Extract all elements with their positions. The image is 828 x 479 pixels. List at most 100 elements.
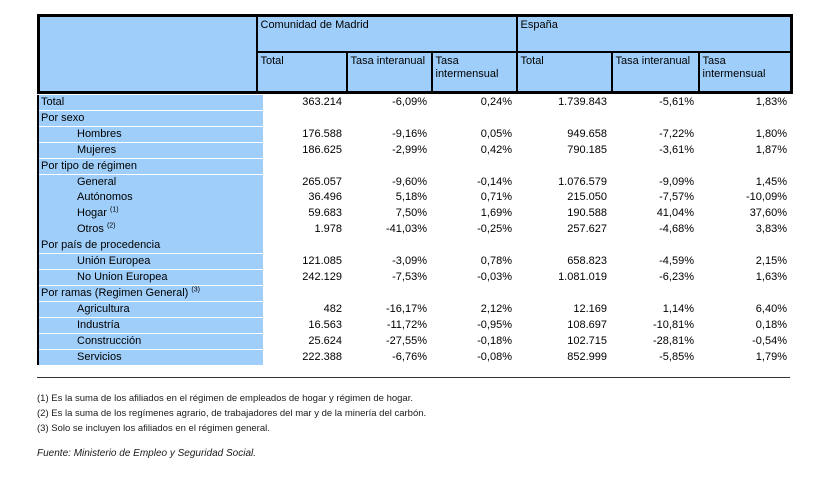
- cell-value: 949.658: [567, 127, 607, 140]
- cell-value: -5,61%: [659, 96, 694, 108]
- row-label: Servicios: [39, 349, 263, 365]
- cell-value: [345, 111, 430, 126]
- row-label: Unión Europea: [39, 254, 263, 270]
- cell-value: [263, 159, 345, 174]
- table-row: Unión Europea 121.085 -3,09% 0,78% 658.823 -4…: [39, 254, 792, 270]
- cell-value: [345, 286, 430, 301]
- cell-value: -0,54%: [752, 334, 787, 347]
- row-label: Por país de procedencia: [39, 238, 263, 254]
- cell-value: 108.697: [567, 318, 607, 331]
- row-label: Mujeres: [39, 142, 263, 159]
- cell-value: -0,25%: [477, 223, 512, 236]
- table-row: Servicios 222.388 -6,76% -0,08% 852.999 -5,85…: [39, 349, 792, 365]
- footnote-marker: (1): [110, 206, 119, 214]
- cell-value: [263, 286, 345, 301]
- footnote-marker: (3): [191, 286, 200, 294]
- col-header-espana-interanual: Tasa interanual: [610, 51, 700, 94]
- cell-value: [697, 286, 790, 301]
- cell-value: [345, 159, 430, 174]
- table-row: Por tipo de régimen: [39, 158, 792, 174]
- cell-value: [345, 238, 430, 253]
- cell-value: -6,09%: [392, 96, 427, 108]
- cell-value: 41,04%: [656, 207, 694, 220]
- col-header-espana-intermensual: Tasa intermensual: [697, 51, 793, 94]
- cell-value: [430, 111, 515, 126]
- table-row: General 265.057 -9,60% -0,14% 1.076.579 -9,09…: [39, 174, 792, 190]
- cell-value: 12.169: [573, 302, 607, 315]
- cell-value: 121.085: [302, 255, 342, 268]
- footnotes: (1) Es la suma de los afiliados en el ré…: [37, 391, 637, 436]
- table-row: Mujeres 186.625 -2,99% 0,42% 790.185 -3,61% 1,…: [39, 142, 792, 159]
- table-row: Por sexo: [39, 110, 792, 127]
- cell-value: [610, 159, 697, 174]
- cell-value: 186.625: [302, 143, 342, 156]
- table-header: Comunidad de Madrid España Total Tasa in…: [37, 14, 794, 94]
- cell-value: -7,22%: [659, 127, 694, 140]
- cell-value: 0,71%: [480, 191, 512, 204]
- cell-value: -6,76%: [392, 350, 427, 363]
- cell-value: -9,16%: [392, 127, 427, 140]
- row-label: General: [39, 174, 263, 190]
- cell-value: 363.214: [302, 96, 342, 108]
- cell-value: 7,50%: [395, 207, 427, 220]
- corner-cell: [37, 14, 258, 94]
- cell-value: 16.563: [308, 318, 342, 331]
- cell-value: 482: [323, 302, 342, 315]
- table-row: Por país de procedencia: [39, 238, 792, 254]
- cell-value: [430, 238, 515, 253]
- cell-value: 3,83%: [755, 223, 787, 236]
- cell-value: 852.999: [567, 350, 607, 363]
- cell-value: 59.683: [308, 207, 342, 220]
- region-header-madrid: Comunidad de Madrid: [255, 14, 518, 53]
- row-label: Por sexo: [39, 110, 263, 127]
- table-row: Agricultura 482 -16,17% 2,12% 12.169 1,14% 6,4…: [39, 301, 792, 318]
- cell-value: 25.624: [308, 334, 342, 347]
- row-label: No Union Europea: [39, 269, 263, 286]
- cell-value: 1,83%: [755, 96, 787, 108]
- row-label: Por tipo de régimen: [39, 158, 263, 174]
- cell-value: 0,24%: [480, 96, 512, 108]
- cell-value: [610, 238, 697, 253]
- row-label: Por ramas (Regimen General) (3): [39, 285, 263, 302]
- region-header-espana: España: [515, 14, 793, 53]
- table-row: Otros (2) 1.978 -41,03% -0,25% 257.627 -4,68%…: [39, 222, 792, 238]
- cell-value: [515, 238, 610, 253]
- cell-value: 1,79%: [755, 350, 787, 363]
- row-label: Agricultura: [39, 301, 263, 318]
- col-header-espana-total: Total: [515, 51, 613, 94]
- row-label: Hogar (1): [39, 206, 263, 222]
- cell-value: -28,81%: [653, 334, 694, 347]
- cell-value: 215.050: [567, 191, 607, 204]
- cell-value: [263, 111, 345, 126]
- cell-value: 6,40%: [755, 302, 787, 315]
- row-label: Hombres: [39, 126, 263, 143]
- cell-value: -10,81%: [653, 318, 694, 331]
- cell-value: 5,18%: [395, 191, 427, 204]
- cell-value: -0,08%: [477, 350, 512, 363]
- footnote-line: (1) Es la suma de los afiliados en el ré…: [37, 393, 413, 404]
- cell-value: -0,18%: [477, 334, 512, 347]
- row-label: Construcción: [39, 333, 263, 349]
- cell-value: -9,09%: [659, 175, 694, 188]
- cell-value: 176.588: [302, 127, 342, 140]
- row-label: Autónomos: [39, 190, 263, 206]
- cell-value: 36.496: [308, 191, 342, 204]
- cell-value: 658.823: [567, 255, 607, 268]
- cell-value: -41,03%: [386, 223, 427, 236]
- row-label: Industría: [39, 317, 263, 333]
- cell-value: -3,61%: [659, 143, 694, 156]
- cell-value: [610, 286, 697, 301]
- cell-value: 1,80%: [755, 127, 787, 140]
- cell-value: 0,42%: [480, 143, 512, 156]
- cell-value: 1,14%: [662, 302, 694, 315]
- cell-value: 790.185: [567, 143, 607, 156]
- cell-value: 242.129: [302, 270, 342, 283]
- cell-value: -4,59%: [659, 255, 694, 268]
- table-row: Hombres 176.588 -9,16% 0,05% 949.658 -7,22% 1,…: [39, 126, 792, 143]
- cell-value: -0,03%: [477, 270, 512, 283]
- cell-value: -2,99%: [392, 143, 427, 156]
- cell-value: 0,78%: [480, 255, 512, 268]
- cell-value: [515, 159, 610, 174]
- cell-value: [697, 159, 790, 174]
- cell-value: 265.057: [302, 175, 342, 188]
